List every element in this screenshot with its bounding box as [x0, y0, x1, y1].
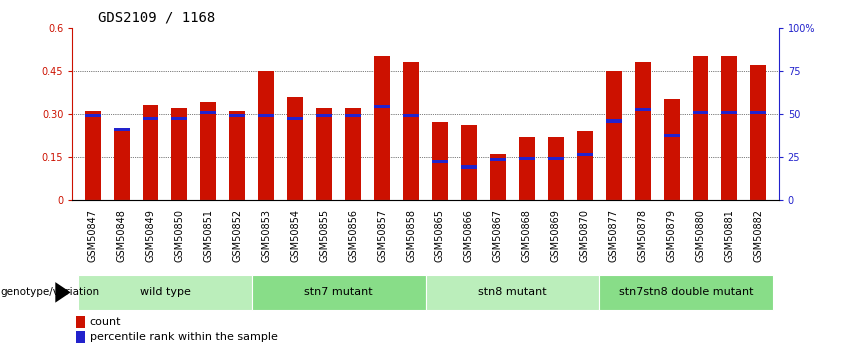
Text: GSM50866: GSM50866 [464, 209, 474, 262]
Bar [142, 117, 158, 120]
Bar [113, 128, 129, 131]
Text: GSM50852: GSM50852 [232, 209, 243, 262]
Text: wild type: wild type [140, 287, 191, 297]
Text: GSM50847: GSM50847 [88, 209, 98, 262]
Bar [259, 114, 274, 117]
Bar [606, 71, 621, 200]
Text: GSM50880: GSM50880 [695, 209, 705, 262]
Bar [693, 56, 709, 200]
Text: GSM50853: GSM50853 [261, 209, 271, 262]
Bar [288, 117, 303, 120]
Bar [317, 114, 332, 117]
Text: GSM50857: GSM50857 [377, 209, 387, 262]
Bar [288, 97, 303, 200]
Bar [461, 125, 477, 200]
Text: GSM50858: GSM50858 [406, 209, 416, 262]
Text: GSM50849: GSM50849 [146, 209, 156, 262]
Bar [722, 56, 738, 200]
Text: GDS2109 / 1168: GDS2109 / 1168 [98, 10, 215, 24]
Text: GSM50854: GSM50854 [290, 209, 300, 262]
Text: GSM50869: GSM50869 [551, 209, 561, 262]
Bar [635, 108, 650, 111]
Polygon shape [55, 282, 71, 303]
Bar [432, 122, 448, 200]
Bar [664, 99, 679, 200]
Text: GSM50851: GSM50851 [203, 209, 214, 262]
Bar [172, 108, 187, 200]
Bar [461, 166, 477, 169]
Text: GSM50848: GSM50848 [117, 209, 127, 262]
Text: GSM50855: GSM50855 [319, 209, 329, 262]
Bar [426, 275, 599, 310]
Bar [693, 111, 709, 114]
Bar [599, 275, 773, 310]
Bar [346, 108, 361, 200]
Bar [84, 111, 100, 200]
Text: percentile rank within the sample: percentile rank within the sample [90, 332, 277, 342]
Text: GSM50882: GSM50882 [753, 209, 763, 262]
Bar [403, 62, 419, 200]
Text: genotype/variation: genotype/variation [1, 287, 100, 297]
Bar [346, 114, 361, 117]
Bar [519, 137, 534, 200]
Bar [230, 114, 245, 117]
Text: count: count [90, 317, 122, 327]
Bar [374, 105, 390, 108]
Bar [172, 117, 187, 120]
Text: stn7 mutant: stn7 mutant [305, 287, 373, 297]
Bar [606, 119, 621, 122]
Bar [201, 102, 216, 200]
Bar [635, 62, 650, 200]
Text: GSM50878: GSM50878 [637, 209, 648, 262]
Bar [490, 158, 505, 161]
Text: GSM50881: GSM50881 [724, 209, 734, 262]
Bar [113, 128, 129, 200]
Text: GSM50867: GSM50867 [493, 209, 503, 262]
Bar [230, 111, 245, 200]
Text: stn7stn8 double mutant: stn7stn8 double mutant [619, 287, 753, 297]
Bar [751, 111, 767, 114]
Bar [252, 275, 426, 310]
Bar [490, 154, 505, 200]
Bar [259, 71, 274, 200]
Bar [548, 137, 563, 200]
Text: GSM50865: GSM50865 [435, 209, 445, 262]
Bar [432, 160, 448, 163]
Text: GSM50850: GSM50850 [174, 209, 185, 262]
Bar [548, 157, 563, 160]
Text: GSM50870: GSM50870 [580, 209, 590, 262]
Bar [76, 316, 85, 328]
Text: GSM50868: GSM50868 [522, 209, 532, 262]
Bar [519, 157, 534, 160]
Bar [201, 111, 216, 114]
Text: stn8 mutant: stn8 mutant [478, 287, 546, 297]
Text: GSM50879: GSM50879 [666, 209, 677, 262]
Bar [76, 331, 85, 343]
Bar [722, 111, 738, 114]
Bar [317, 108, 332, 200]
Bar [142, 105, 158, 200]
Bar [403, 114, 419, 117]
Bar [577, 152, 592, 156]
Text: GSM50856: GSM50856 [348, 209, 358, 262]
Bar [664, 134, 679, 137]
Bar [577, 131, 592, 200]
Bar [84, 114, 100, 117]
Bar [751, 65, 767, 200]
Bar [78, 275, 252, 310]
Bar [374, 56, 390, 200]
Text: GSM50877: GSM50877 [608, 209, 619, 262]
